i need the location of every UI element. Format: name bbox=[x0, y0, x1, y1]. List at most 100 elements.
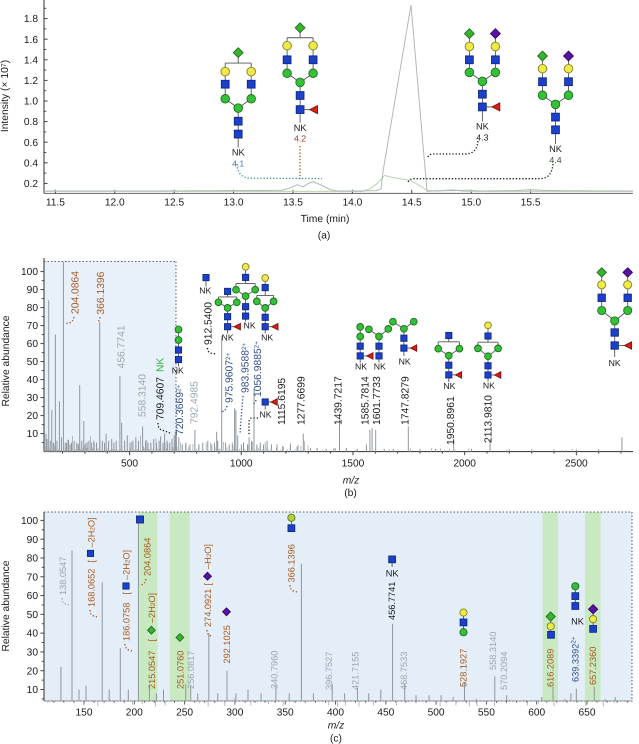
svg-text:2000: 2000 bbox=[453, 459, 476, 470]
svg-text:4.1: 4.1 bbox=[232, 158, 244, 168]
svg-text:366.1396: 366.1396 bbox=[96, 271, 107, 314]
svg-text:13.0: 13.0 bbox=[224, 197, 244, 208]
svg-text:0.4: 0.4 bbox=[24, 158, 38, 169]
svg-text:NK: NK bbox=[261, 333, 273, 343]
svg-text:–2H2O]: –2H2O] bbox=[147, 593, 157, 623]
svg-text:Relative abundance: Relative abundance bbox=[1, 560, 12, 651]
svg-text:60: 60 bbox=[27, 591, 39, 602]
svg-text:m/z: m/z bbox=[343, 476, 360, 487]
svg-text:1056.98852+: 1056.98852+ bbox=[253, 341, 264, 397]
svg-text:0.6: 0.6 bbox=[24, 138, 38, 149]
svg-text:90: 90 bbox=[27, 535, 39, 546]
svg-text:80: 80 bbox=[27, 554, 39, 565]
svg-text:396.7527: 396.7527 bbox=[324, 652, 334, 690]
svg-text:1.8: 1.8 bbox=[24, 14, 38, 25]
svg-text:650: 650 bbox=[579, 708, 596, 719]
svg-text:NK: NK bbox=[259, 410, 271, 420]
svg-text:558.3140: 558.3140 bbox=[137, 374, 148, 417]
svg-text:912.5400: 912.5400 bbox=[204, 302, 215, 345]
svg-text:90: 90 bbox=[27, 285, 39, 296]
svg-text:983.95882+: 983.95882+ bbox=[241, 343, 252, 393]
svg-text:NK: NK bbox=[244, 321, 256, 331]
svg-text:500: 500 bbox=[121, 459, 138, 470]
svg-text:NK: NK bbox=[609, 358, 621, 368]
svg-text:456.7741: 456.7741 bbox=[387, 582, 397, 620]
svg-text:50: 50 bbox=[27, 357, 39, 368]
svg-text:(c): (c) bbox=[330, 734, 342, 744]
svg-text:2113.9810: 2113.9810 bbox=[484, 395, 495, 443]
svg-text:100: 100 bbox=[21, 516, 38, 527]
svg-text:(a): (a) bbox=[318, 230, 331, 241]
svg-text:616.2089: 616.2089 bbox=[546, 649, 556, 687]
svg-text:80: 80 bbox=[27, 303, 39, 314]
svg-text:NK: NK bbox=[172, 366, 184, 376]
svg-text:1950.8961: 1950.8961 bbox=[446, 396, 457, 445]
svg-text:1601.7733: 1601.7733 bbox=[372, 376, 383, 425]
svg-text:15.0: 15.0 bbox=[461, 197, 481, 208]
svg-text:NK: NK bbox=[294, 123, 308, 133]
svg-text:200: 200 bbox=[126, 708, 143, 719]
svg-text:1000: 1000 bbox=[230, 459, 253, 470]
svg-text:709.4607: 709.4607 bbox=[156, 377, 167, 420]
svg-text:15.5: 15.5 bbox=[521, 197, 541, 208]
svg-text:186.0758: 186.0758 bbox=[122, 603, 132, 641]
svg-text:558.3140: 558.3140 bbox=[488, 632, 498, 670]
svg-text:NK: NK bbox=[232, 148, 246, 158]
svg-text:657.2360: 657.2360 bbox=[588, 647, 598, 685]
svg-text:20: 20 bbox=[27, 666, 39, 677]
svg-text:NK: NK bbox=[222, 333, 234, 343]
svg-text:150: 150 bbox=[76, 708, 93, 719]
svg-text:138.0547: 138.0547 bbox=[58, 557, 68, 595]
svg-text:m/z: m/z bbox=[328, 721, 345, 732]
svg-text:NK: NK bbox=[156, 358, 167, 372]
svg-text:215.0547: 215.0547 bbox=[147, 651, 157, 689]
svg-text:500: 500 bbox=[428, 708, 445, 719]
svg-text:[: [ bbox=[87, 560, 97, 563]
svg-text:NK: NK bbox=[549, 144, 563, 154]
svg-text:204.0864: 204.0864 bbox=[143, 538, 153, 576]
svg-text:1585.7814: 1585.7814 bbox=[361, 376, 372, 425]
svg-text:40: 40 bbox=[27, 375, 39, 386]
svg-text:600: 600 bbox=[528, 708, 545, 719]
svg-text:1.0: 1.0 bbox=[24, 97, 38, 108]
svg-text:975.96072+: 975.96072+ bbox=[225, 353, 236, 403]
svg-text:[: [ bbox=[122, 592, 132, 595]
svg-text:792.4985: 792.4985 bbox=[190, 381, 201, 424]
svg-text:[: [ bbox=[147, 639, 157, 642]
svg-text:20: 20 bbox=[27, 411, 39, 422]
svg-text:528.1927: 528.1927 bbox=[459, 649, 469, 687]
svg-text:1.6: 1.6 bbox=[24, 35, 38, 46]
svg-text:468.7533: 468.7533 bbox=[399, 652, 409, 690]
svg-text:Time (min): Time (min) bbox=[301, 214, 350, 225]
svg-text:NK: NK bbox=[483, 381, 495, 391]
svg-text:1500: 1500 bbox=[342, 459, 365, 470]
svg-text:100: 100 bbox=[21, 267, 38, 278]
svg-text:30: 30 bbox=[27, 648, 39, 659]
svg-text:421.7155: 421.7155 bbox=[351, 652, 361, 690]
svg-text:250: 250 bbox=[176, 708, 193, 719]
svg-text:1.4: 1.4 bbox=[24, 55, 38, 66]
svg-text:12.0: 12.0 bbox=[105, 197, 125, 208]
svg-text:NK: NK bbox=[374, 362, 386, 372]
svg-text:366.1396: 366.1396 bbox=[287, 544, 297, 582]
svg-text:70: 70 bbox=[27, 321, 39, 332]
svg-text:NK: NK bbox=[476, 122, 490, 132]
svg-text:13.5: 13.5 bbox=[283, 197, 303, 208]
svg-text:1.2: 1.2 bbox=[24, 76, 38, 87]
svg-text:NK: NK bbox=[571, 616, 585, 626]
svg-text:40: 40 bbox=[27, 629, 39, 640]
svg-text:350: 350 bbox=[277, 708, 294, 719]
svg-text:4.2: 4.2 bbox=[294, 134, 306, 144]
svg-text:Relative abundance: Relative abundance bbox=[1, 315, 12, 406]
svg-text:251.0760: 251.0760 bbox=[176, 651, 186, 689]
svg-text:1439.7217: 1439.7217 bbox=[334, 376, 345, 425]
svg-text:2500: 2500 bbox=[565, 459, 588, 470]
svg-text:400: 400 bbox=[327, 708, 344, 719]
svg-text:4.4: 4.4 bbox=[549, 155, 561, 165]
svg-text:–2H2O]: –2H2O] bbox=[122, 550, 132, 580]
svg-text:(b): (b) bbox=[344, 488, 357, 499]
svg-text:300: 300 bbox=[226, 708, 243, 719]
svg-text:1277.6699: 1277.6699 bbox=[297, 376, 308, 425]
svg-text:NK: NK bbox=[399, 356, 411, 366]
svg-text:340.7960: 340.7960 bbox=[269, 651, 279, 689]
